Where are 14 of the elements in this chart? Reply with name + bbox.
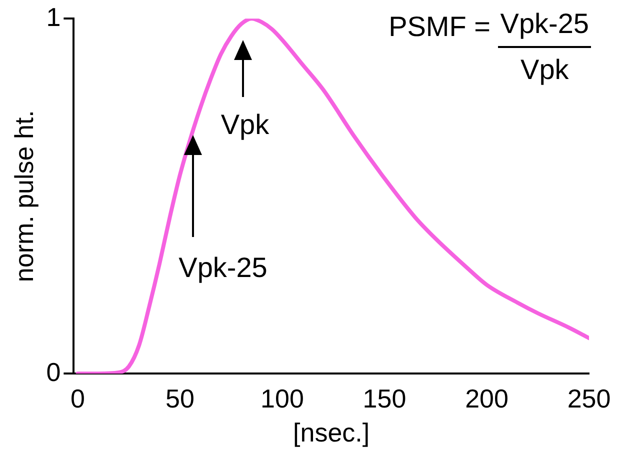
- annotation: Vpk: [220, 109, 270, 140]
- x-tick-label: 250: [567, 383, 611, 414]
- annotation: Vpk: [520, 53, 569, 85]
- x-tick-label: 150: [362, 383, 406, 414]
- annotation: Vpk-25: [178, 252, 268, 283]
- x-tick-label: 0: [70, 383, 85, 414]
- x-tick-label: 200: [465, 383, 508, 414]
- y-tick-label: 1: [46, 2, 61, 32]
- annotation: PSMF =: [388, 11, 492, 42]
- x-tick-label: 50: [166, 383, 194, 414]
- annotation: Vpk-25: [498, 8, 591, 48]
- y-axis-title: norm. pulse ht.: [8, 110, 39, 282]
- x-axis-title: [nsec.]: [293, 418, 370, 448]
- x-tick-label: 100: [260, 383, 304, 414]
